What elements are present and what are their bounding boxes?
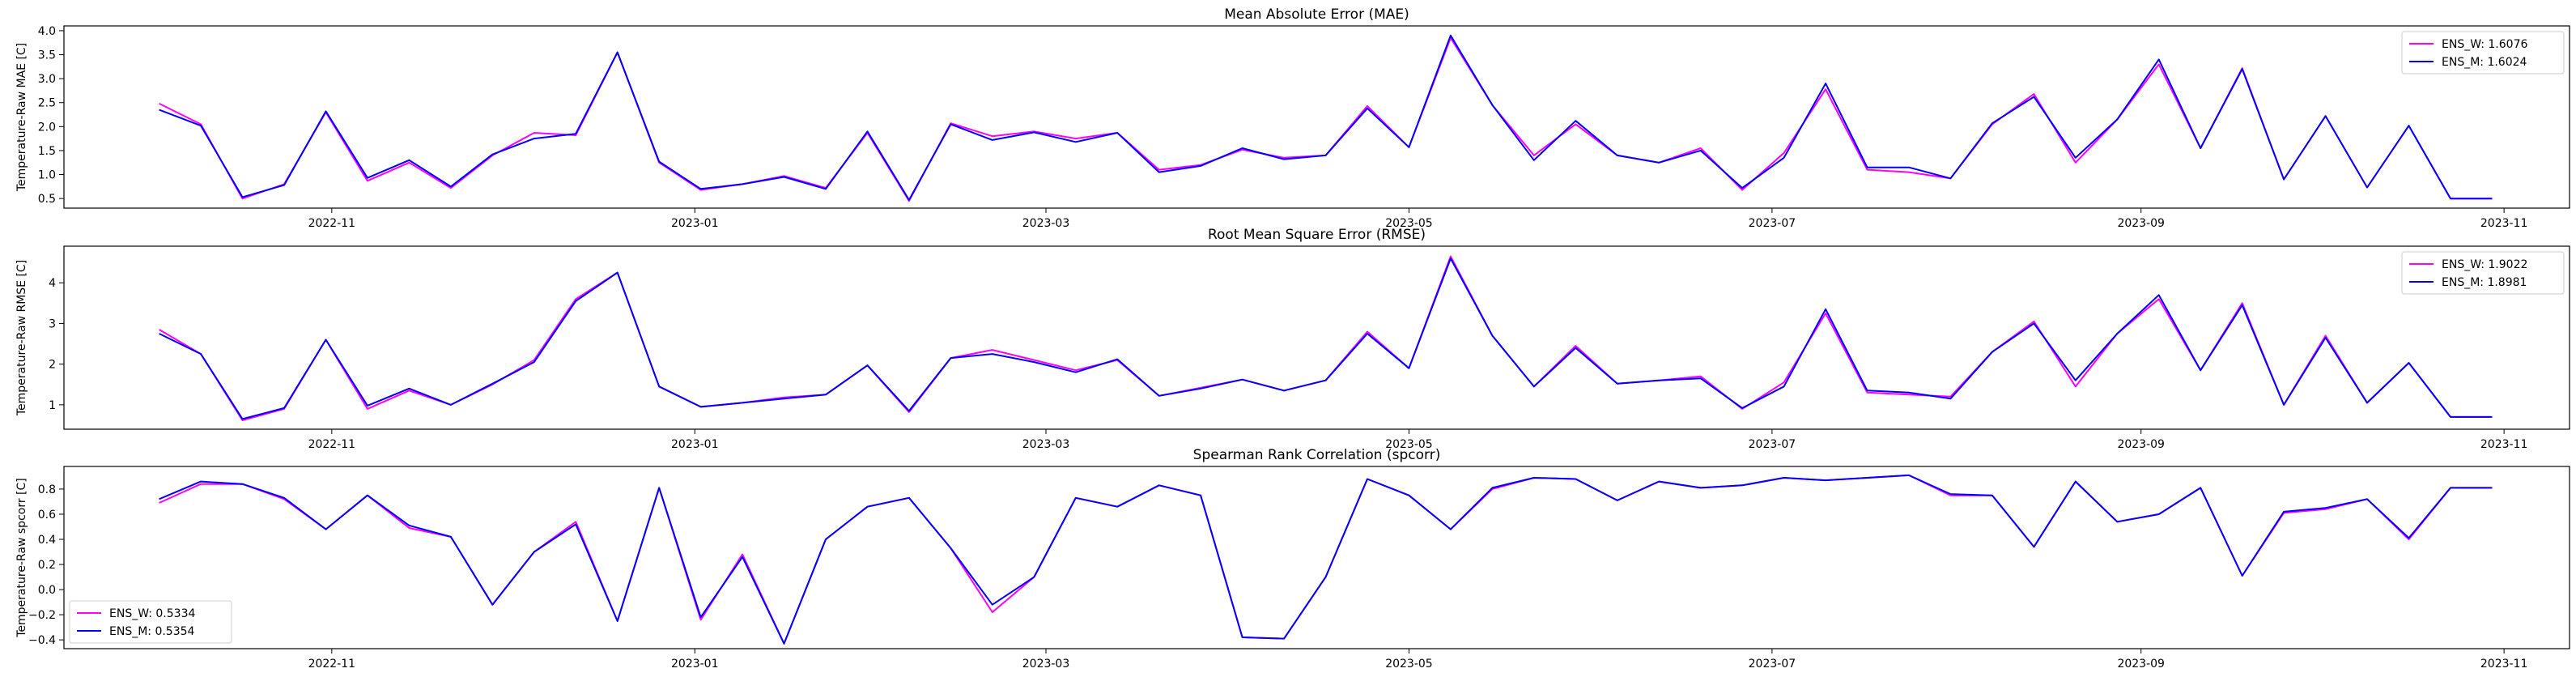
series-line-1 bbox=[159, 474, 2493, 645]
x-tick-label: 2023-01 bbox=[671, 217, 719, 230]
x-tick-label: 2023-09 bbox=[2117, 217, 2165, 230]
y-tick-label: 2.0 bbox=[38, 121, 56, 134]
y-tick-label: 4.0 bbox=[38, 25, 56, 38]
y-tick-label: 0.2 bbox=[38, 559, 56, 572]
chart-panel-1: Mean Absolute Error (MAE) Temperature-Raw… bbox=[15, 6, 2570, 230]
legend-box bbox=[2401, 31, 2565, 75]
legend: ENS_W: 0.5334 ENS_M: 0.5354 bbox=[69, 600, 232, 644]
series-line-1 bbox=[159, 36, 2493, 202]
x-tick-label: 2023-11 bbox=[2480, 658, 2528, 671]
y-tick-label: 0.6 bbox=[38, 509, 56, 522]
legend-label: ENS_W: 0.5334 bbox=[109, 607, 195, 620]
x-tick-label: 2023-05 bbox=[1385, 217, 1433, 230]
y-tick-label: 4 bbox=[49, 277, 56, 290]
series-line-2 bbox=[159, 34, 2493, 201]
series-line-2 bbox=[159, 258, 2493, 420]
x-tick-label: 2023-03 bbox=[1022, 658, 1070, 671]
y-tick-label: 3.0 bbox=[38, 73, 56, 86]
y-tick-label: 1.5 bbox=[38, 145, 56, 158]
plot-frame bbox=[63, 466, 2570, 649]
legend-box bbox=[2401, 251, 2565, 295]
series-line-1 bbox=[159, 255, 2493, 421]
x-tick-label: 2023-11 bbox=[2480, 438, 2528, 451]
y-tick-label: 1 bbox=[49, 399, 56, 412]
series-line-2 bbox=[159, 474, 2493, 645]
legend-label: ENS_W: 1.6076 bbox=[2442, 38, 2527, 51]
legend: ENS_W: 1.6076 ENS_M: 1.6024 bbox=[2401, 31, 2565, 75]
x-tick-label: 2023-01 bbox=[671, 438, 719, 451]
legend-label: ENS_M: 1.8981 bbox=[2442, 276, 2527, 289]
x-tick-label: 2023-11 bbox=[2480, 217, 2528, 230]
x-tick-label: 2023-07 bbox=[1749, 217, 1796, 230]
y-axis-label: Temperature-Raw RMSE [C] bbox=[15, 260, 28, 416]
plot-frame bbox=[63, 25, 2570, 209]
x-tick-label: 2023-09 bbox=[2117, 438, 2165, 451]
y-tick-label: 0.0 bbox=[38, 584, 56, 597]
x-tick-label: 2023-09 bbox=[2117, 658, 2165, 671]
y-tick-label: 0.5 bbox=[38, 193, 56, 206]
chart-title: Mean Absolute Error (MAE) bbox=[1224, 6, 1409, 23]
y-tick-label: 3.5 bbox=[38, 49, 56, 62]
y-axis-label: Temperature-Raw spcorr [C] bbox=[15, 478, 28, 638]
y-tick-label: 0.4 bbox=[38, 534, 56, 547]
x-tick-label: 2023-03 bbox=[1022, 438, 1070, 451]
legend-label: ENS_M: 1.6024 bbox=[2442, 56, 2527, 69]
y-tick-label: −0.4 bbox=[28, 634, 56, 647]
y-tick-label: 3 bbox=[49, 317, 56, 330]
y-tick-label: 0.8 bbox=[38, 483, 56, 496]
x-tick-label: 2023-07 bbox=[1749, 658, 1796, 671]
y-tick-label: 2 bbox=[49, 359, 56, 372]
x-tick-label: 2023-03 bbox=[1022, 217, 1070, 230]
x-tick-label: 2022-11 bbox=[308, 438, 356, 451]
x-tick-label: 2022-11 bbox=[308, 658, 356, 671]
legend: ENS_W: 1.9022 ENS_M: 1.8981 bbox=[2401, 251, 2565, 295]
x-tick-label: 2022-11 bbox=[308, 217, 356, 230]
chart-title: Root Mean Square Error (RMSE) bbox=[1208, 227, 1426, 243]
chart-title: Spearman Rank Correlation (spcorr) bbox=[1193, 447, 1441, 463]
chart-panel-2: Root Mean Square Error (RMSE) Temperature… bbox=[15, 227, 2570, 451]
x-tick-label: 2023-05 bbox=[1385, 438, 1433, 451]
x-tick-label: 2023-05 bbox=[1385, 658, 1433, 671]
y-axis-label: Temperature-Raw MAE [C] bbox=[15, 43, 28, 192]
legend-box bbox=[69, 600, 232, 644]
y-tick-label: −0.2 bbox=[28, 609, 56, 622]
y-tick-label: 2.5 bbox=[38, 97, 56, 110]
legend-label: ENS_M: 0.5354 bbox=[109, 625, 195, 638]
x-tick-label: 2023-01 bbox=[671, 658, 719, 671]
y-tick-label: 1.0 bbox=[38, 169, 56, 182]
plot-frame bbox=[63, 245, 2570, 430]
x-tick-label: 2023-07 bbox=[1749, 438, 1796, 451]
chart-panel-3: Spearman Rank Correlation (spcorr) Temper… bbox=[15, 447, 2570, 671]
legend-label: ENS_W: 1.9022 bbox=[2442, 258, 2527, 271]
